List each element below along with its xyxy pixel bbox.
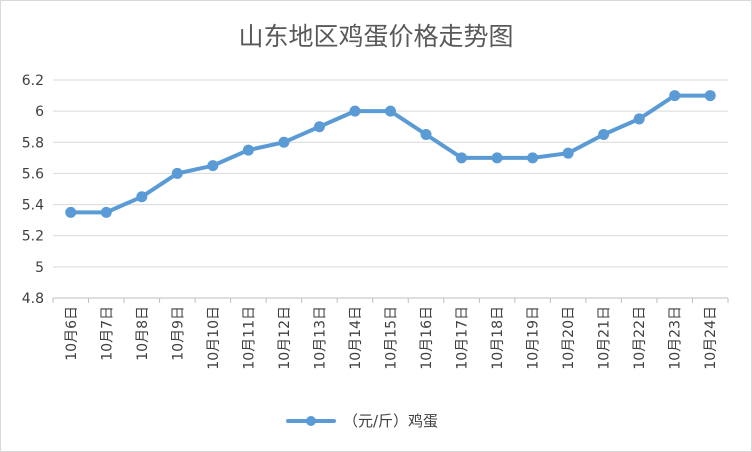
data-point [207,160,219,172]
data-point [527,152,539,164]
gridlines [53,79,728,299]
data-point [242,144,254,156]
x-tick-label: 10月19日 [526,306,542,370]
x-tick-label: 10月12日 [277,306,293,370]
x-tick-label: 10月21日 [597,306,613,370]
data-point [491,152,503,164]
data-point [349,105,361,117]
data-point [562,147,574,159]
x-tick-label: 10月14日 [348,306,364,370]
x-tick-label: 10月10日 [206,306,222,370]
y-tick-label: 6.2 [22,73,44,89]
y-tick-label: 5.8 [22,135,44,151]
x-tick-label: 10月8日 [135,306,151,361]
data-point [598,129,610,140]
data-point [313,121,325,133]
legend: （元/斤）鸡蛋 [286,412,438,430]
x-tick-label: 10月15日 [384,306,400,370]
x-tick-label: 10月13日 [312,306,328,370]
x-axis-ticks: 10月6日 10月7日 10月8日 10月9日 10月10日 10月11日 10月12日 10… [52,298,729,370]
y-tick-label: 5.6 [22,166,44,182]
x-tick-label: 10月18日 [490,306,506,370]
x-tick-label: 10月6日 [64,306,80,361]
series-layer [65,90,716,218]
y-tick-label: 5.4 [22,198,44,214]
x-tick-label: 10月11日 [241,306,257,370]
x-tick-label: 10月7日 [99,306,115,361]
legend-point-marker [306,416,316,426]
data-point [171,167,183,179]
data-point [65,206,77,218]
legend-label: （元/斤）鸡蛋 [343,412,438,430]
data-point [704,90,716,102]
data-point [136,191,148,203]
x-tick-label: 10月24日 [703,306,719,370]
data-point [456,152,468,164]
data-point [669,90,681,102]
y-tick-label: 5.2 [22,229,44,245]
x-tick-label: 10月9日 [170,306,186,361]
data-point [385,105,396,117]
y-tick-label: 5 [35,260,44,276]
data-point [278,136,290,148]
y-axis-ticks: 4.8 5 5.2 5.4 5.6 5.8 6 6.2 [22,73,44,307]
x-tick-label: 10月20日 [561,306,577,370]
data-point [633,113,645,125]
x-tick-label: 10月17日 [455,306,471,370]
y-tick-label: 6 [35,104,44,120]
x-tick-label: 10月23日 [668,306,684,370]
data-point [100,206,112,218]
x-tick-label: 10月16日 [419,306,435,370]
x-tick-label: 10月22日 [632,306,648,370]
data-point [420,129,432,140]
y-tick-label: 4.8 [22,291,44,307]
chart-title: 山东地区鸡蛋价格走势图 [238,22,513,51]
